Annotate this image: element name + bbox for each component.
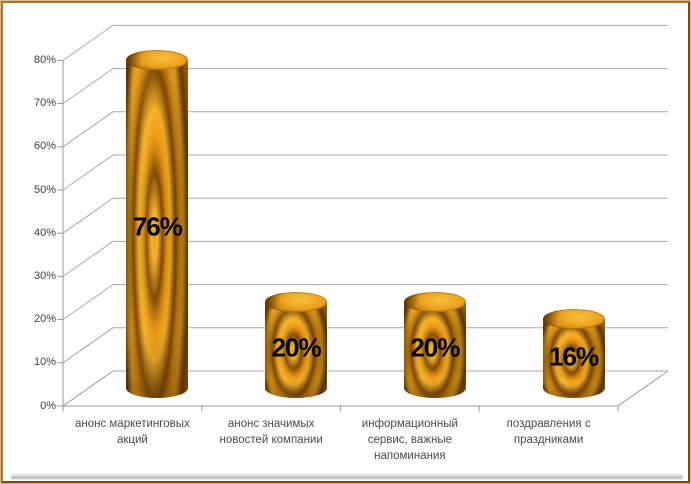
floor-right-edge <box>617 370 669 407</box>
gridline <box>62 197 668 234</box>
chart-bottom-shadow <box>11 473 683 479</box>
floor-left-edge <box>62 370 114 407</box>
plot-area <box>57 24 669 412</box>
gridline <box>62 68 668 105</box>
gridline <box>62 154 668 191</box>
gridline <box>62 24 668 61</box>
gridline <box>62 240 668 277</box>
gridline <box>62 327 668 364</box>
gridline <box>62 284 668 321</box>
gridline <box>62 111 668 148</box>
